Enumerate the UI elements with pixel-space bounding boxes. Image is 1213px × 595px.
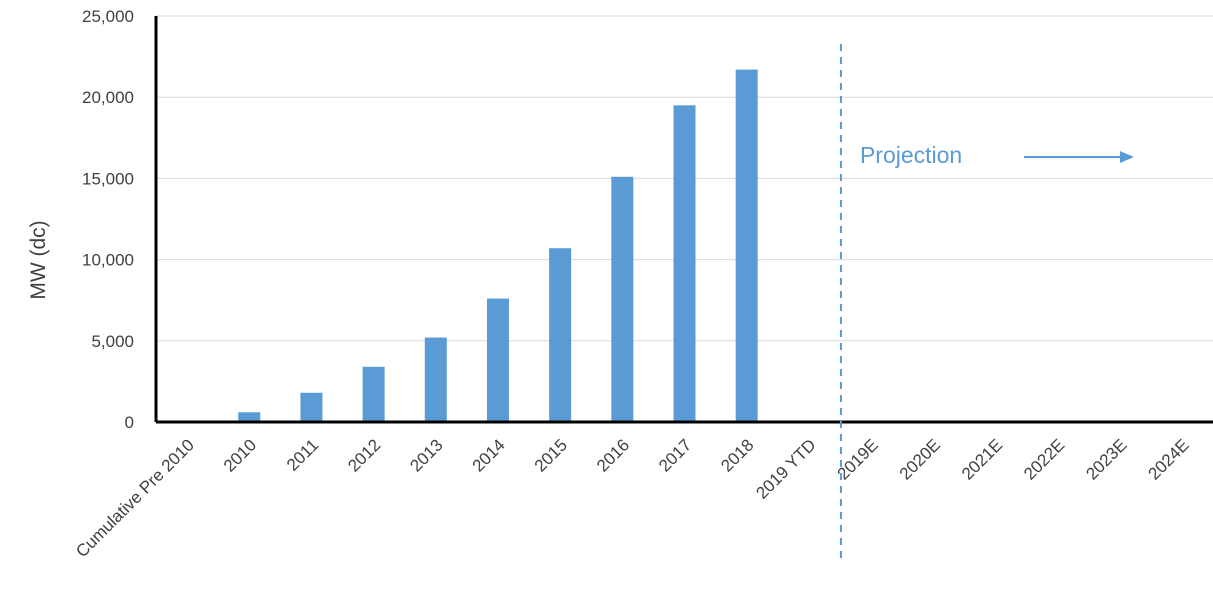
x-tick-label: Cumulative Pre 2010 <box>72 435 198 561</box>
y-tick-label: 15,000 <box>82 169 134 188</box>
x-tick-label: 2019 YTD <box>752 435 819 502</box>
bar <box>424 337 447 422</box>
arrow-head <box>1119 151 1134 163</box>
bar <box>238 412 261 422</box>
bar <box>300 392 323 422</box>
projection-arrow <box>1023 151 1134 163</box>
bars <box>238 69 758 422</box>
x-tick-label: 2014 <box>469 435 509 475</box>
x-tick-label: 2022E <box>1020 435 1068 483</box>
bar <box>362 366 385 422</box>
x-tick-label: 2012 <box>344 435 384 475</box>
x-tick-label: 2024E <box>1145 435 1193 483</box>
y-tick-labels: 0 5,000 10,000 15,000 20,000 25,000 <box>82 7 134 432</box>
x-tick-labels: Cumulative Pre 2010 2010 2011 2012 2013 2014 2… <box>72 435 1193 561</box>
x-tick-label: 2013 <box>406 435 446 475</box>
x-tick-label: 2017 <box>655 435 695 475</box>
y-tick-label: 25,000 <box>82 7 134 26</box>
x-tick-label: 2018 <box>717 435 757 475</box>
y-axis-title: MW (dc) <box>27 220 50 299</box>
bar <box>486 298 509 422</box>
bar <box>735 69 758 422</box>
y-tick-label: 0 <box>125 413 134 432</box>
x-tick-label: 2021E <box>958 435 1006 483</box>
projection-label: Projection <box>860 142 962 168</box>
x-tick-label: 2016 <box>593 435 633 475</box>
x-tick-label: 2011 <box>283 435 322 474</box>
y-tick-label: 10,000 <box>82 251 134 270</box>
bar <box>673 105 696 422</box>
bar <box>549 248 572 422</box>
y-tick-label: 20,000 <box>82 88 134 107</box>
x-tick-label: 2023E <box>1082 435 1130 483</box>
x-tick-label: 2020E <box>896 435 944 483</box>
bar <box>611 176 634 422</box>
y-tick-label: 5,000 <box>91 332 134 351</box>
x-tick-label: 2010 <box>220 435 260 475</box>
x-tick-label: 2015 <box>531 435 571 475</box>
